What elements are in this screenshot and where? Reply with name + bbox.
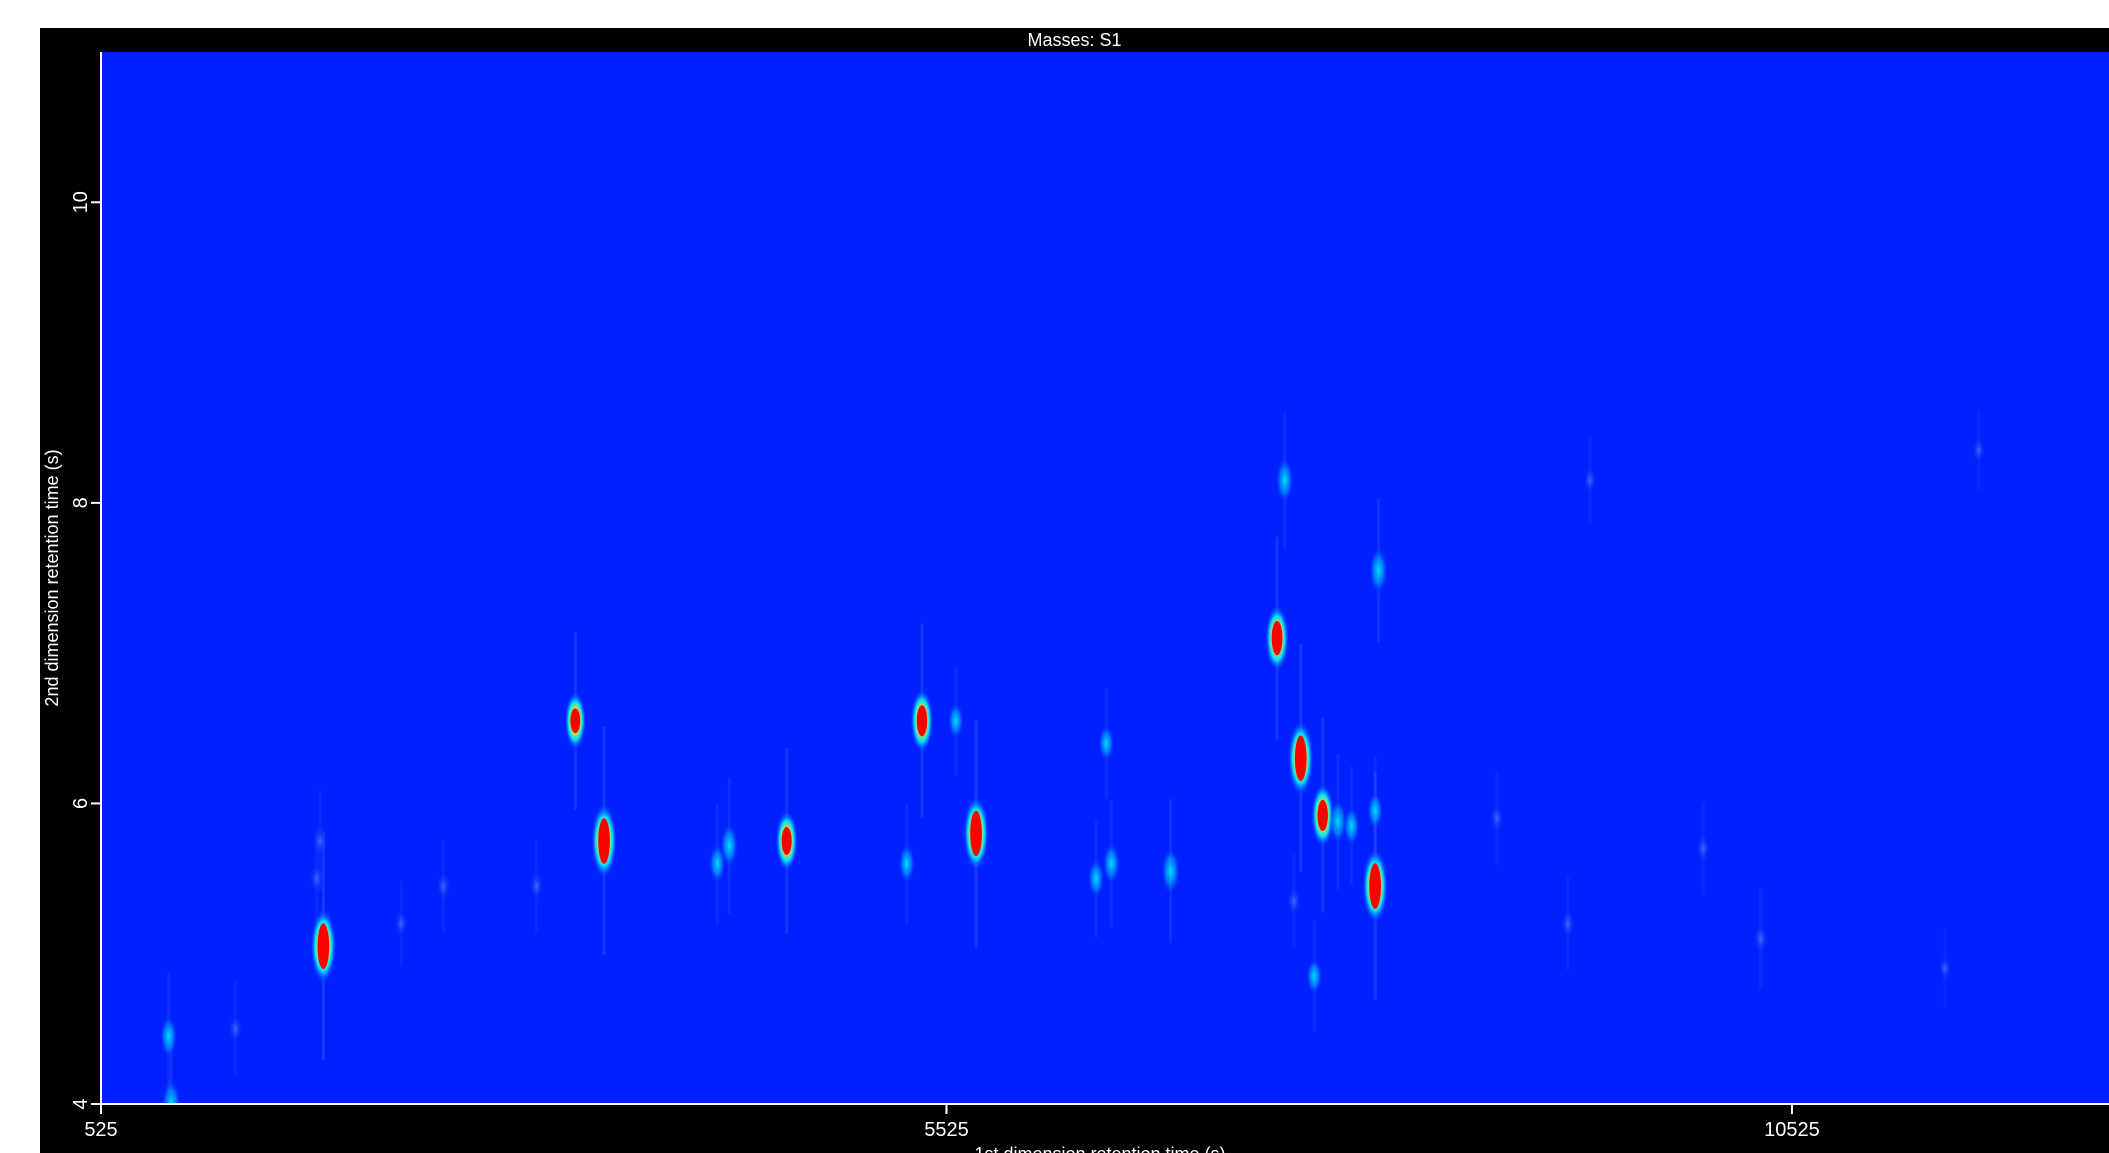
heatmap-peak bbox=[161, 1078, 182, 1104]
heatmap-peak-core bbox=[598, 818, 610, 864]
heatmap-peak bbox=[394, 909, 409, 938]
heatmap-peak-core bbox=[1317, 799, 1328, 832]
y-ticks: 4 6 8 10 bbox=[70, 191, 101, 1110]
plot-area bbox=[101, 52, 2109, 1104]
y-tick-label: 8 bbox=[70, 497, 92, 508]
heatmap-peak-core bbox=[781, 827, 792, 855]
heatmap-peak-core bbox=[570, 708, 581, 734]
heatmap-peak bbox=[1275, 457, 1294, 503]
heatmap-peak-core bbox=[1271, 620, 1283, 656]
heatmap-peak bbox=[436, 870, 451, 902]
heatmap-peak bbox=[1286, 885, 1302, 917]
heatmap-peak bbox=[1087, 858, 1105, 899]
heatmap-peak-core bbox=[1369, 863, 1381, 909]
heatmap-peak-core bbox=[916, 705, 928, 737]
y-tick-label: 4 bbox=[70, 1098, 92, 1109]
y-tick-label: 10 bbox=[70, 191, 92, 213]
heatmap-peak bbox=[159, 1015, 178, 1058]
heatmap-peak bbox=[720, 822, 739, 869]
heatmap-peak bbox=[228, 1013, 243, 1045]
x-axis-title: 1st dimension retention time (s) bbox=[974, 1144, 1225, 1153]
heatmap-peak bbox=[1343, 806, 1360, 846]
y-tick-label: 6 bbox=[70, 798, 92, 809]
heatmap-peak bbox=[1098, 724, 1115, 762]
heatmap-peak bbox=[1560, 908, 1576, 940]
x-ticks: 525 5525 10525 bbox=[84, 1104, 1820, 1141]
heatmap-peak bbox=[1306, 957, 1323, 995]
peaks-layer bbox=[159, 410, 1986, 1104]
heatmap-peak bbox=[1369, 546, 1389, 595]
heatmap-peak bbox=[309, 862, 324, 895]
heatmap-peak bbox=[1695, 832, 1711, 865]
y-axis-title: 2nd dimension retention time (s) bbox=[42, 449, 62, 706]
heatmap-peak bbox=[1489, 802, 1505, 835]
x-tick-label: 10525 bbox=[1764, 1119, 1820, 1141]
heatmap-peak bbox=[1367, 792, 1384, 830]
heatmap-peak bbox=[1102, 842, 1121, 885]
heatmap-peak-core bbox=[970, 810, 982, 857]
heatmap-peak bbox=[1328, 798, 1348, 845]
heatmap-peak bbox=[1971, 436, 1986, 464]
heatmap-peak bbox=[312, 824, 328, 858]
heatmap-peak bbox=[947, 702, 964, 740]
heatmap-peak-core bbox=[317, 923, 330, 969]
heatmap-peak bbox=[1752, 921, 1769, 956]
heatmap-peak bbox=[1938, 955, 1952, 983]
heatmap-peak bbox=[1161, 847, 1181, 896]
heatmap-peak bbox=[529, 870, 544, 902]
x-tick-label: 525 bbox=[84, 1119, 117, 1141]
peak-streak bbox=[169, 1027, 173, 1104]
chart-title: Masses: S1 bbox=[1027, 30, 1122, 50]
heatmap-peak bbox=[1582, 466, 1597, 495]
heatmap-peak-core bbox=[1294, 735, 1307, 782]
heatmap-peak bbox=[898, 843, 916, 884]
x-tick-label: 5525 bbox=[924, 1119, 969, 1141]
